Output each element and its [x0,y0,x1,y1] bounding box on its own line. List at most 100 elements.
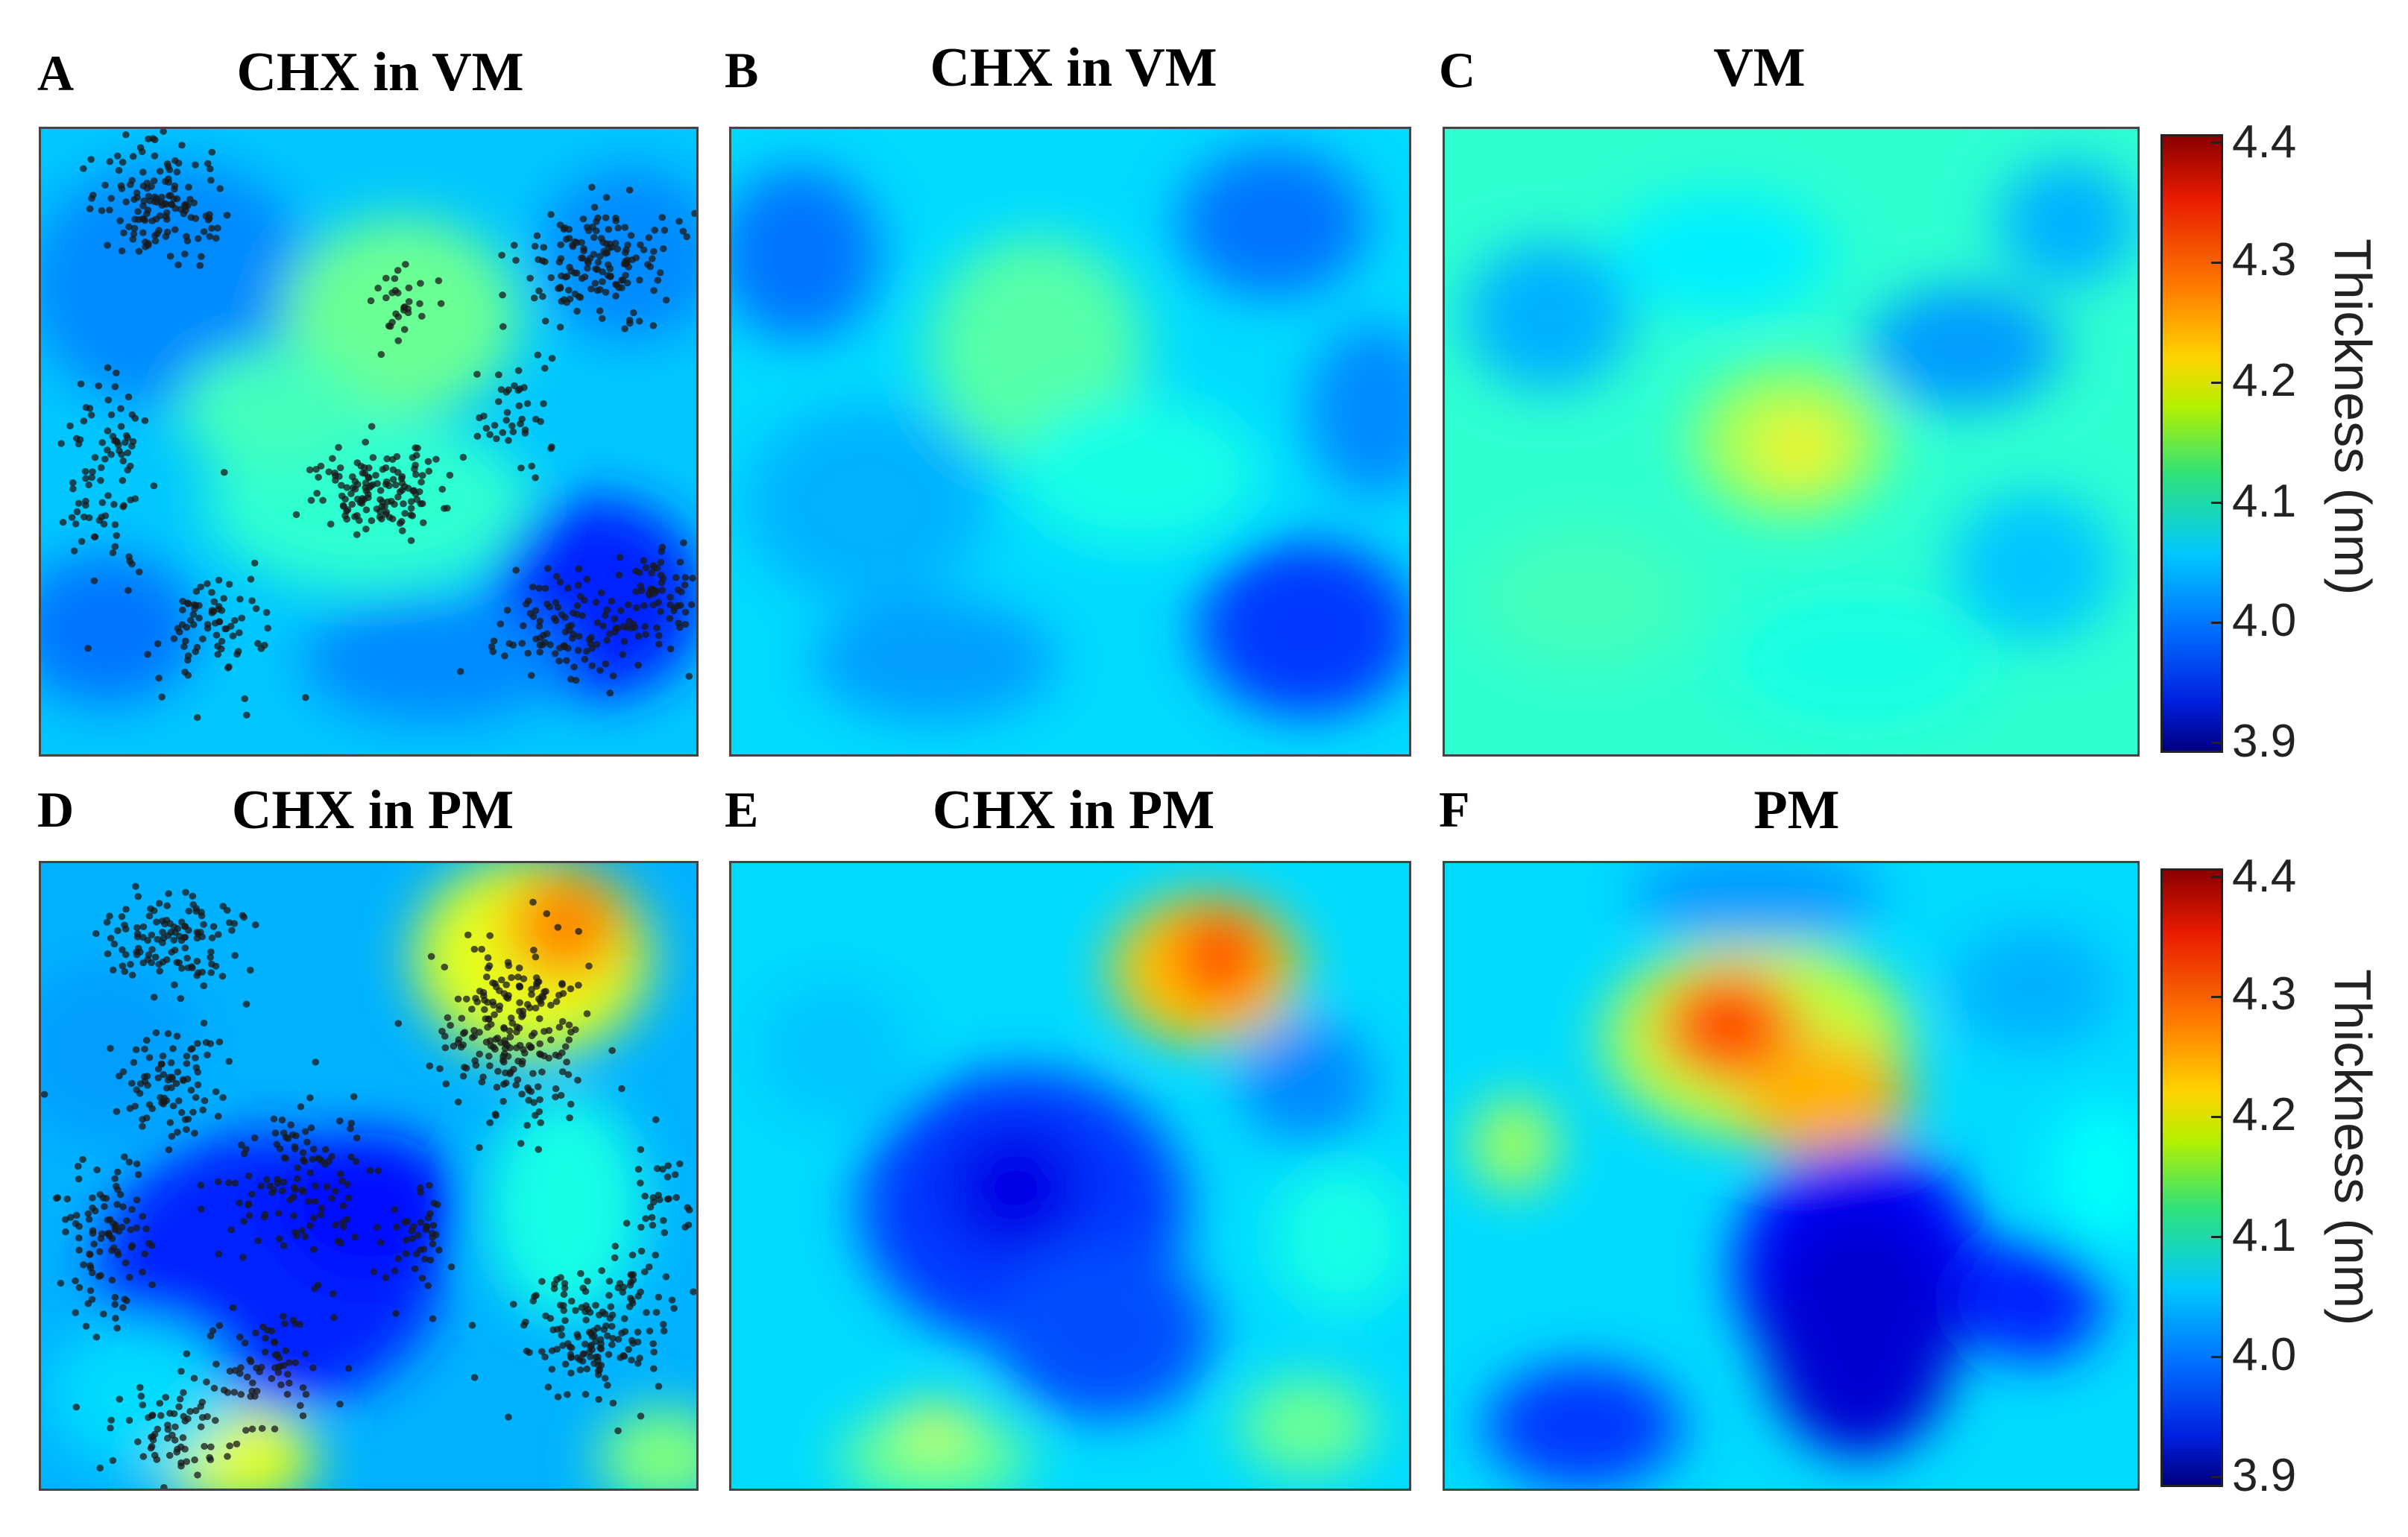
chx-dot [608,1047,616,1054]
chx-dot [138,148,146,156]
chx-dot [208,148,216,156]
chx-dot [424,458,432,465]
heatmap-c [1443,127,2140,757]
chx-dot [632,567,640,575]
chx-dot [312,466,320,473]
chx-dot [72,1309,79,1316]
chx-dot [177,1368,185,1375]
chx-dot [111,1293,119,1301]
chx-dot [220,469,228,476]
chx-dot [547,211,555,218]
chx-dot [609,1334,617,1342]
chx-dot [542,988,549,995]
chx-dot [636,277,643,284]
chx-dot [645,234,653,242]
chx-dot [143,185,151,192]
chx-dot [560,1290,568,1298]
chx-dot [210,1384,218,1392]
chx-dot [335,444,342,451]
chx-dot [491,421,499,429]
chx-dot [226,1367,234,1375]
chx-dot [561,628,570,636]
chx-dot [119,503,127,511]
chx-dot [517,420,524,428]
chx-dot [376,487,385,494]
chx-dot [157,1060,166,1067]
chx-dot [109,1456,117,1464]
chx-dot [119,476,127,485]
chx-dot [130,230,138,238]
chx-dot [173,168,181,176]
chx-dot [168,1073,176,1081]
chx-dot [207,177,215,184]
chx-dot [637,582,645,590]
chx-dot [441,963,449,971]
chx-dot [499,323,507,330]
chx-dot [500,1058,508,1066]
chx-dot [651,227,659,234]
chx-dot [596,307,604,315]
chx-dot [133,924,141,932]
chx-dot [438,485,447,493]
chx-dot [242,711,250,719]
chx-dot [468,1322,476,1329]
chx-dot [104,492,112,499]
chx-dot [124,449,132,457]
chx-dot [470,1026,478,1035]
heatmap-blob [1486,1363,1680,1489]
chx-dot [313,490,321,497]
chx-dot [336,1401,344,1408]
chx-dot [68,514,76,521]
chx-dot [666,615,674,622]
chx-dot [132,883,139,890]
chx-dot [393,452,401,461]
chx-dot [104,364,112,371]
chx-dot [69,479,77,487]
chx-dot [635,318,643,325]
chx-dot [412,452,420,459]
colorbar-top-tick-label: 4.0 [2232,595,2297,646]
chx-dot [534,351,542,359]
chx-dot [425,467,433,475]
chx-dot [169,1102,177,1110]
chx-dot [75,1284,83,1291]
chx-dot [588,662,596,669]
chx-dot [141,1045,148,1052]
chx-dot [277,1381,285,1389]
chx-dot [592,599,600,606]
chx-dot [151,953,160,961]
colorbar-top [2160,134,2223,753]
chx-dot [240,1217,248,1225]
heatmap-blob [2047,1100,2137,1252]
chx-dot [190,1375,198,1382]
chx-dot [482,424,491,432]
chx-dot [141,216,149,224]
chx-dot [386,323,394,330]
chx-dot [628,1297,636,1304]
heatmap-blob [948,1126,1084,1252]
chx-dot [394,1020,403,1027]
chx-dot [218,607,226,614]
chx-dot [499,291,506,299]
chx-dot [231,1179,239,1187]
chx-dot [281,1320,289,1328]
chx-dot [316,1155,324,1163]
chx-dot [535,1146,543,1153]
chx-dot [87,156,95,163]
chx-dot [260,1213,268,1221]
chx-dot [242,1427,250,1434]
chx-dot [347,1153,355,1161]
chx-dot [106,158,114,165]
chx-dot [303,1138,311,1146]
chx-dot [649,1365,658,1372]
heatmap-blob [303,598,566,724]
chx-dot [505,1027,514,1035]
chx-dot [117,182,125,189]
chx-dot [59,519,67,526]
chx-dot [520,975,528,982]
chx-dot [648,569,655,577]
chx-dot [489,979,497,987]
chx-dot [127,496,134,504]
chx-dot [194,235,202,242]
chx-dot [329,455,336,462]
